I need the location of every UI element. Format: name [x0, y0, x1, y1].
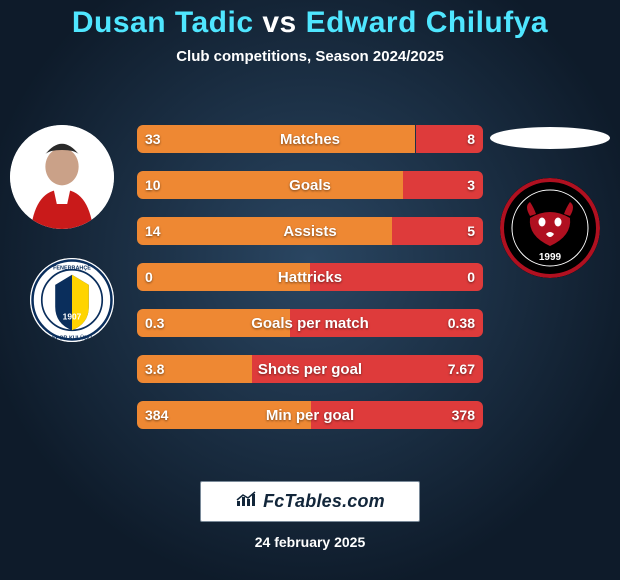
bar-value-left: 14 [137, 217, 169, 245]
stat-row: Assists145 [137, 217, 483, 245]
stat-bars: Matches338Goals103Assists145Hattricks00G… [137, 125, 483, 447]
bar-value-right: 3 [459, 171, 483, 199]
page-title: Dusan Tadic vs Edward Chilufya [0, 0, 620, 40]
player1-club-crest: 1907 FENERBAHÇE SPOR KULÜBÜ [30, 258, 114, 342]
footer: FcTables.com [0, 481, 620, 522]
stat-row: Matches338 [137, 125, 483, 153]
bar-value-left: 0.3 [137, 309, 172, 337]
svg-text:1907: 1907 [63, 311, 82, 321]
bar-value-left: 3.8 [137, 355, 172, 383]
bar-value-left: 10 [137, 171, 169, 199]
bar-value-left: 33 [137, 125, 169, 153]
bar-value-left: 0 [137, 263, 161, 291]
player2-photo [490, 127, 610, 149]
comparison-infographic: Dusan Tadic vs Edward Chilufya Club comp… [0, 0, 620, 580]
title-player2: Edward Chilufya [306, 6, 549, 39]
subtitle: Club competitions, Season 2024/2025 [0, 48, 620, 65]
bar-value-right: 0 [459, 263, 483, 291]
bar-left [137, 217, 392, 245]
bar-value-right: 378 [444, 401, 483, 429]
brand-text: FcTables.com [263, 491, 385, 512]
bar-value-left: 384 [137, 401, 176, 429]
stat-row: Shots per goal3.87.67 [137, 355, 483, 383]
player2-club-crest: 1999 [500, 178, 600, 278]
stat-row: Min per goal384378 [137, 401, 483, 429]
stat-row: Goals per match0.30.38 [137, 309, 483, 337]
bar-right [310, 263, 483, 291]
brand-box: FcTables.com [200, 481, 420, 522]
title-vs: vs [262, 6, 296, 39]
bar-value-right: 7.67 [440, 355, 483, 383]
bar-value-right: 5 [459, 217, 483, 245]
bar-left [137, 125, 415, 153]
date-text: 24 february 2025 [0, 534, 620, 550]
bar-left [137, 171, 403, 199]
player1-photo [10, 125, 114, 229]
svg-text:FENERBAHÇE: FENERBAHÇE [53, 266, 91, 272]
title-player1: Dusan Tadic [72, 6, 254, 39]
brand-icon [235, 490, 257, 513]
stat-row: Hattricks00 [137, 263, 483, 291]
svg-text:1999: 1999 [539, 252, 562, 263]
stat-row: Goals103 [137, 171, 483, 199]
bar-left [137, 263, 310, 291]
bar-value-right: 0.38 [440, 309, 483, 337]
bar-value-right: 8 [459, 125, 483, 153]
